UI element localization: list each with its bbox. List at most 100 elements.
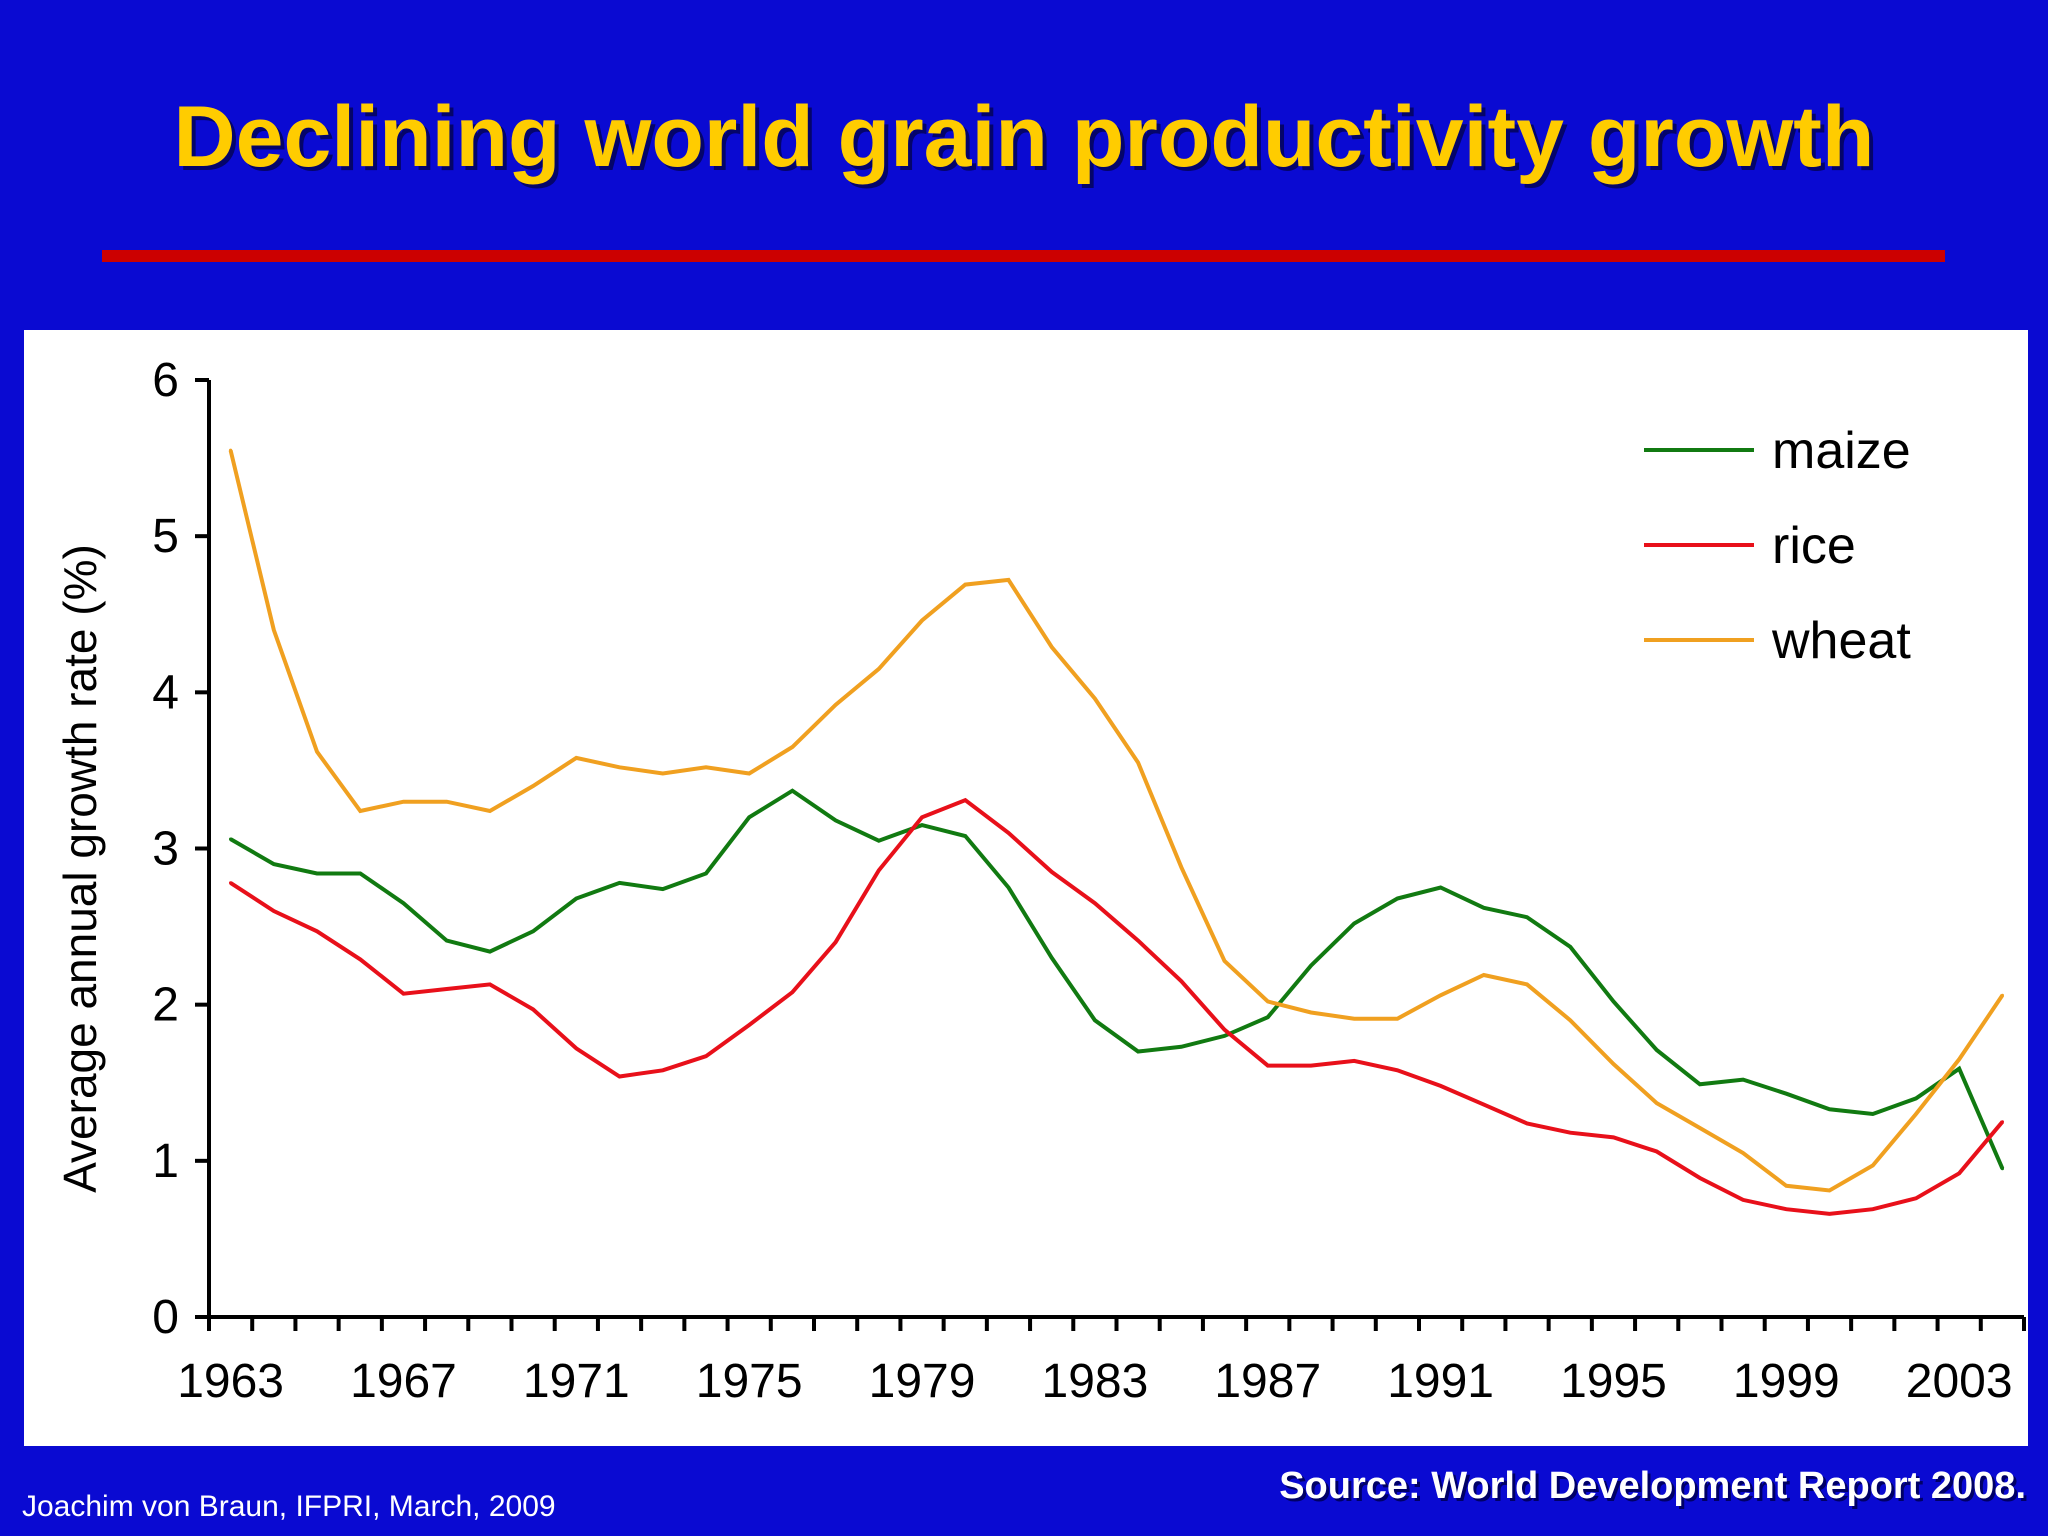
- data-point-maize: [1352, 921, 1356, 926]
- slide-title: Declining world grain productivity growt…: [173, 89, 1875, 185]
- data-point-rice: [1611, 1135, 1616, 1140]
- data-point-wheat: [747, 771, 751, 776]
- data-point-maize: [1482, 906, 1486, 910]
- data-point-rice: [1222, 1028, 1227, 1032]
- x-tick-label: 2003: [1906, 1355, 2013, 1408]
- data-point-maize: [704, 871, 708, 876]
- data-point-wheat: [1957, 1057, 1961, 1061]
- data-point-maize: [877, 839, 881, 843]
- chart-panel: 0 1 2 3 4 5 6 1963 1967 1971 1975 1979 1983 1987 1991 1…: [24, 330, 2028, 1446]
- data-point-maize: [1784, 1092, 1788, 1096]
- y-tick-label: 3: [152, 823, 179, 876]
- data-point-wheat: [1871, 1163, 1875, 1168]
- x-tick-label: 1999: [1733, 1355, 1840, 1408]
- data-point-rice: [531, 1007, 535, 1011]
- data-point-rice: [1871, 1207, 1875, 1211]
- data-point-rice: [1741, 1198, 1745, 1202]
- data-point-maize: [1266, 1015, 1270, 1019]
- data-point-rice: [1568, 1131, 1572, 1135]
- data-point-rice: [877, 868, 881, 872]
- data-point-maize: [834, 818, 838, 822]
- data-point-wheat: [488, 809, 492, 813]
- data-point-wheat: [1179, 865, 1183, 869]
- data-point-maize: [963, 834, 967, 838]
- data-point-rice: [1827, 1212, 1832, 1216]
- data-point-maize: [661, 887, 665, 891]
- line-chart: 0 1 2 3 4 5 6 1963 1967 1971 1975 1979 1983 1987 1991 1…: [54, 354, 2026, 1408]
- data-point-maize: [1179, 1045, 1183, 1049]
- data-point-wheat: [1439, 993, 1443, 997]
- data-point-rice: [1179, 979, 1183, 983]
- data-point-rice: [272, 909, 276, 913]
- data-point-rice: [747, 1023, 751, 1027]
- y-tick-label: 1: [152, 1135, 179, 1188]
- data-point-rice: [704, 1054, 708, 1058]
- data-point-rice: [1957, 1171, 1961, 1175]
- series-line-rice: [229, 797, 2004, 1216]
- data-point-rice: [834, 940, 838, 944]
- data-point-maize: [488, 949, 492, 954]
- data-point-wheat: [1352, 1017, 1356, 1021]
- data-point-wheat: [574, 756, 578, 760]
- data-point-wheat: [358, 809, 362, 813]
- data-point-wheat: [1827, 1188, 1832, 1193]
- data-point-rice: [1482, 1103, 1486, 1107]
- data-point-rice: [229, 881, 233, 885]
- data-point-maize: [747, 815, 751, 819]
- data-point-maize: [445, 939, 449, 943]
- data-point-wheat: [1784, 1184, 1788, 1188]
- y-axis-label: Average annual growth rate (%): [54, 544, 106, 1193]
- data-point-wheat: [272, 628, 276, 632]
- data-point-wheat: [1222, 959, 1227, 963]
- data-point-wheat: [1050, 645, 1054, 649]
- x-tick-label: 1979: [869, 1355, 976, 1408]
- data-point-maize: [574, 896, 578, 901]
- data-point-rice: [1093, 901, 1097, 905]
- data-point-maize: [229, 837, 233, 841]
- data-point-wheat: [920, 618, 924, 623]
- data-point-wheat: [1395, 1017, 1399, 1021]
- data-point-rice: [445, 987, 449, 991]
- data-point-rice: [1655, 1149, 1659, 1154]
- data-point-rice: [1309, 1063, 1313, 1068]
- data-point-maize: [272, 862, 276, 866]
- data-point-rice: [963, 798, 967, 802]
- data-point-maize: [1309, 964, 1313, 968]
- y-tick-label: 2: [152, 979, 179, 1032]
- data-point-wheat: [661, 771, 665, 776]
- data-point-rice: [1136, 939, 1140, 943]
- data-point-rice: [1525, 1121, 1529, 1125]
- data-point-wheat: [790, 745, 794, 749]
- data-point-maize: [315, 871, 319, 876]
- data-point-rice: [401, 992, 406, 996]
- data-point-rice: [1050, 870, 1054, 874]
- data-point-wheat: [531, 784, 535, 788]
- data-point-wheat: [1136, 761, 1140, 765]
- data-point-rice: [488, 982, 492, 986]
- data-point-maize: [1655, 1048, 1659, 1052]
- data-point-rice: [1006, 831, 1011, 835]
- legend-label-rice: rice: [1772, 517, 1856, 575]
- data-point-rice: [1352, 1059, 1356, 1063]
- x-tick-label: 1987: [1214, 1355, 1321, 1408]
- x-tick-label: 1967: [350, 1355, 457, 1408]
- data-point-rice: [574, 1046, 578, 1050]
- data-point-maize: [1827, 1107, 1832, 1111]
- data-point-wheat: [617, 765, 622, 769]
- y-tick-label: 6: [152, 354, 179, 407]
- data-point-rice: [315, 929, 319, 933]
- data-point-wheat: [1698, 1126, 1702, 1130]
- data-point-rice: [1698, 1176, 1702, 1180]
- data-point-maize: [1006, 885, 1011, 890]
- series-line-maize: [229, 788, 2005, 1170]
- data-point-maize: [1871, 1112, 1875, 1116]
- data-point-maize: [1093, 1018, 1097, 1022]
- data-point-maize: [1568, 945, 1572, 949]
- data-point-maize: [1611, 999, 1616, 1004]
- x-tick-label: 1963: [177, 1355, 284, 1408]
- data-point-rice: [1266, 1063, 1270, 1068]
- data-point-wheat: [963, 582, 967, 587]
- data-point-maize: [1050, 956, 1054, 960]
- data-point-rice: [661, 1068, 665, 1072]
- data-point-wheat: [2000, 993, 2004, 997]
